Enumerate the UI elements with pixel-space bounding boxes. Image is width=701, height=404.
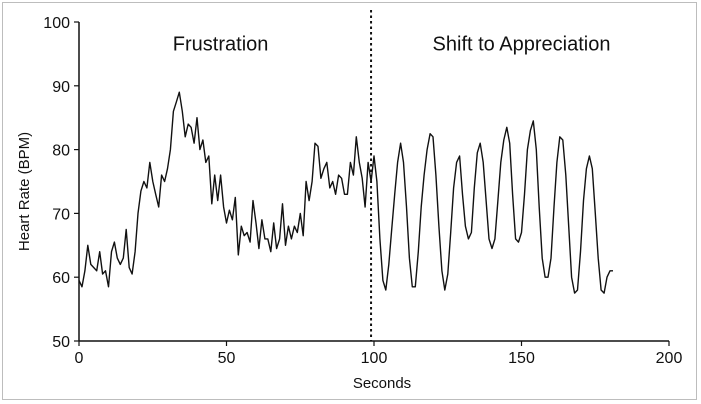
x-tick-label: 100: [361, 350, 388, 367]
chart-frame: [2, 2, 697, 400]
y-tick-label: 70: [52, 206, 70, 223]
axis-ticks: [74, 21, 670, 346]
labels-group: 50 60 70 80 90 100 0 50 100 150 200 Seconds Heart Ra…: [16, 15, 682, 392]
x-tick-label: 200: [656, 350, 683, 367]
x-axis-title: Seconds: [353, 375, 411, 392]
y-tick-label: 80: [52, 143, 70, 160]
x-tick-label: 150: [508, 350, 535, 367]
x-tick-label: 0: [75, 350, 84, 367]
annotation-label: Shift to Appreciation: [433, 34, 611, 56]
axes: [78, 22, 669, 342]
series-group: [78, 91, 613, 294]
y-tick-label: 90: [52, 79, 70, 96]
x-tick-label: 50: [218, 350, 236, 367]
y-tick-label: 50: [52, 334, 70, 351]
heart-rate-line: [78, 91, 613, 294]
y-tick-label: 60: [52, 270, 70, 287]
y-tick-label: 100: [43, 15, 70, 32]
y-axis-title: Heart Rate (BPM): [16, 132, 33, 251]
annotation-label: Frustration: [173, 34, 269, 56]
